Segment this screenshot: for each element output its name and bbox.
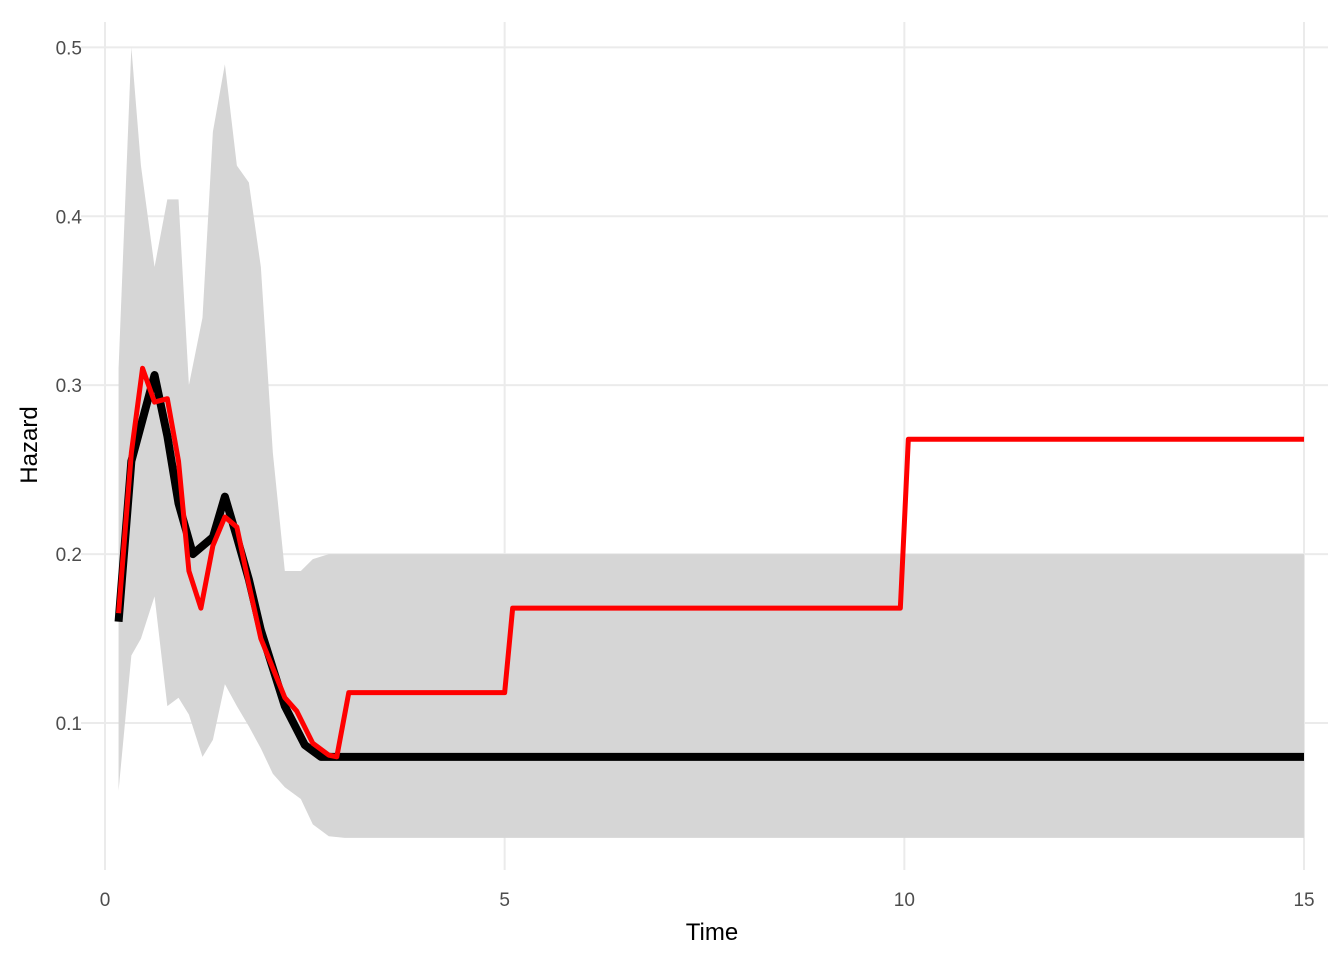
y-tick-label: 0.1 xyxy=(56,714,82,735)
x-axis-title: Time xyxy=(686,919,738,946)
series-lines xyxy=(114,365,1305,761)
x-tick-label: 5 xyxy=(499,890,510,911)
series-line-2 xyxy=(116,365,1305,760)
y-tick-label: 0.4 xyxy=(56,207,83,228)
y-axis-ticks: 0.1 0.2 0.3 0.4 0.5 xyxy=(56,38,83,735)
y-tick-label: 0.2 xyxy=(56,545,82,566)
x-axis-ticks: 0 5 10 15 xyxy=(100,890,1315,911)
y-tick-label: 0.3 xyxy=(56,376,82,397)
y-tick-label: 0.5 xyxy=(56,38,82,59)
confidence-band xyxy=(118,47,1305,838)
x-tick-label: 0 xyxy=(100,890,111,911)
confidence-band-layer xyxy=(118,47,1305,838)
y-axis-title: Hazard xyxy=(16,406,43,483)
x-tick-label: 10 xyxy=(894,890,915,911)
x-tick-label: 15 xyxy=(1293,890,1314,911)
series-line-1 xyxy=(114,371,1305,761)
